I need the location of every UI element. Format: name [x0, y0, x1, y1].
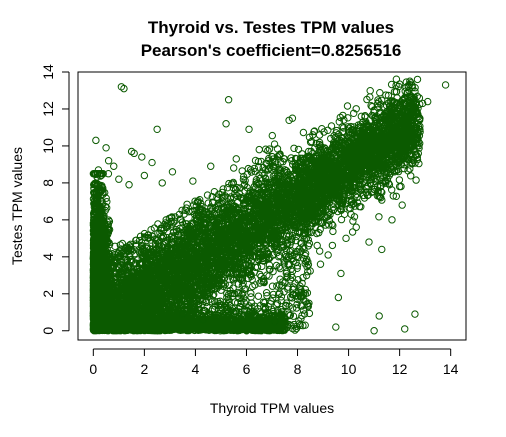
data-point: [212, 312, 220, 320]
x-axis-label: Thyroid TPM values: [210, 400, 334, 416]
data-point: [245, 125, 253, 133]
data-point: [138, 153, 146, 161]
x-tick-label: 10: [341, 361, 357, 377]
data-point: [189, 177, 197, 185]
data-point: [94, 166, 103, 174]
y-axis: 0 2 4 6 8 10 12 14: [40, 64, 70, 335]
data-point: [148, 158, 156, 167]
y-tick-label: 2: [40, 290, 56, 298]
x-tick-label: 2: [140, 361, 148, 377]
data-point: [406, 77, 414, 85]
data-point: [158, 179, 166, 187]
data-point: [232, 155, 240, 163]
data-point: [263, 291, 271, 300]
data-point: [130, 149, 138, 158]
data-point: [398, 201, 406, 209]
data-point: [380, 103, 389, 111]
x-tick-label: 0: [89, 361, 97, 377]
data-point: [301, 321, 309, 329]
data-point: [365, 238, 373, 246]
data-point: [316, 260, 325, 268]
data-point: [92, 136, 100, 145]
data-point: [199, 315, 207, 324]
data-point: [207, 162, 215, 170]
x-tick-label: 14: [443, 361, 459, 377]
data-point: [178, 310, 187, 318]
y-axis-label: Testes TPM values: [9, 147, 25, 265]
data-point: [97, 186, 105, 194]
data-point: [332, 323, 340, 331]
data-point: [357, 112, 366, 121]
y-tick-label: 10: [40, 138, 56, 154]
data-point: [324, 251, 332, 259]
x-tick-label: 8: [294, 361, 302, 377]
data-point: [288, 114, 297, 122]
data-point: [255, 145, 263, 154]
data-point: [140, 171, 149, 180]
chart-title: Thyroid vs. Testes TPM values: [148, 18, 394, 37]
chart-subtitle: Pearson's coefficient=0.8256516: [141, 41, 402, 60]
data-point: [120, 84, 128, 93]
data-point: [125, 181, 133, 189]
data-point: [115, 175, 123, 183]
x-axis: 0 2 4 6 8 10 12 14: [89, 348, 459, 377]
data-point: [110, 162, 118, 170]
y-tick-label: 12: [40, 101, 56, 117]
y-tick-label: 8: [40, 179, 56, 187]
data-point: [342, 234, 350, 243]
data-point: [375, 312, 383, 320]
data-point: [104, 157, 113, 165]
data-point: [378, 245, 386, 254]
y-tick-label: 6: [40, 216, 56, 224]
data-point: [385, 181, 394, 189]
points-cloud: [89, 75, 424, 335]
plot-frame: [77, 71, 467, 341]
data-point: [334, 293, 343, 302]
data-point: [413, 75, 422, 84]
data-point: [153, 125, 161, 133]
data-point: [327, 134, 335, 143]
y-tick-label: 4: [40, 253, 56, 261]
data-point: [168, 168, 177, 176]
data-point: [247, 299, 256, 307]
y-tick-label: 0: [40, 327, 56, 335]
data-point: [401, 325, 409, 333]
y-tick-label: 14: [40, 64, 56, 80]
x-tick-label: 4: [192, 361, 200, 377]
data-point: [441, 81, 450, 89]
x-tick-label: 12: [392, 361, 408, 377]
data-point: [337, 269, 345, 278]
data-point: [102, 144, 110, 152]
data-point: [403, 107, 411, 115]
data-point: [352, 223, 360, 231]
data-point: [227, 306, 235, 315]
data-point: [309, 131, 317, 139]
data-point: [411, 310, 419, 318]
data-point: [304, 267, 312, 276]
data-point: [224, 96, 233, 104]
data-point: [370, 327, 378, 335]
data-point: [293, 295, 302, 304]
scatter-cloud: [89, 75, 424, 335]
data-points: [92, 75, 450, 335]
data-point: [424, 97, 432, 106]
data-point: [222, 120, 230, 128]
data-point: [395, 182, 404, 191]
data-point: [270, 140, 279, 148]
data-point: [418, 99, 427, 108]
data-point: [270, 317, 279, 326]
x-tick-label: 6: [243, 361, 251, 377]
data-point: [388, 216, 396, 224]
data-point: [347, 210, 355, 219]
data-point: [390, 168, 399, 176]
data-point: [393, 94, 401, 102]
data-point: [281, 279, 289, 287]
